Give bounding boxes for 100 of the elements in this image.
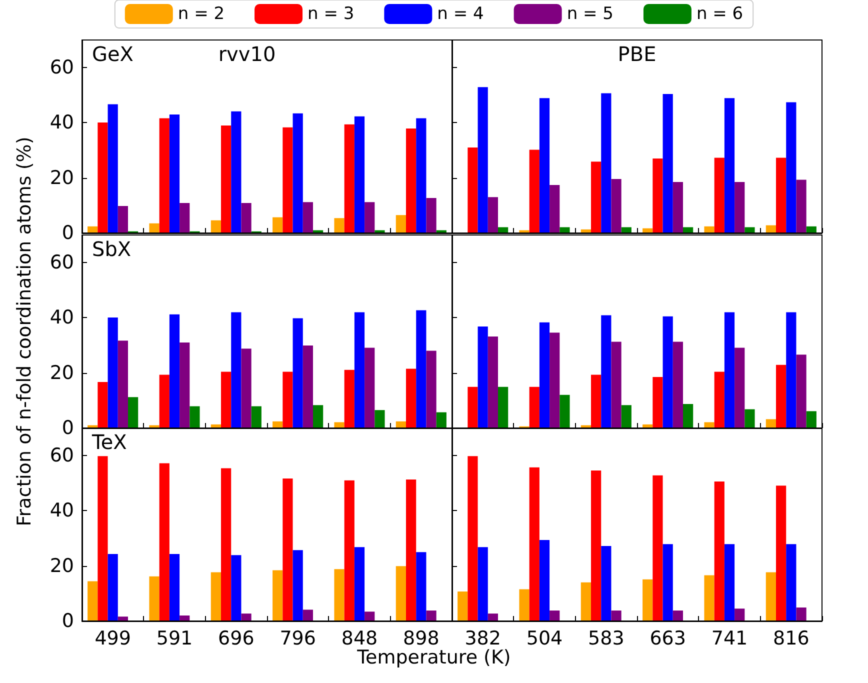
x-tick-label: 499 <box>94 628 131 650</box>
bar <box>108 104 118 233</box>
bar <box>159 118 170 233</box>
x-axis-title: Temperature (K) <box>356 646 511 668</box>
annotation: GeX <box>92 42 134 66</box>
bar <box>734 608 745 621</box>
bar <box>611 610 622 621</box>
bar <box>724 544 735 621</box>
bar <box>714 158 724 233</box>
bar <box>744 409 755 428</box>
bar <box>662 94 673 233</box>
bar <box>766 572 776 621</box>
bar <box>128 397 138 428</box>
bar <box>796 607 806 621</box>
bar <box>611 178 622 233</box>
bar <box>488 197 498 233</box>
x-tick-label: 898 <box>403 628 440 650</box>
y-tick-label: 60 <box>50 56 74 79</box>
bar <box>560 227 570 233</box>
bar <box>231 312 242 428</box>
bar <box>652 376 663 428</box>
bar <box>426 198 436 233</box>
bar <box>796 180 806 233</box>
bar <box>468 456 478 621</box>
bar <box>364 202 375 233</box>
bar <box>180 202 190 233</box>
bar <box>241 614 252 621</box>
y-tick-label: 60 <box>50 444 74 467</box>
bar <box>282 478 293 621</box>
bar <box>416 118 426 233</box>
bar <box>426 350 436 428</box>
bar <box>786 544 796 621</box>
x-tick-label: 696 <box>218 628 254 650</box>
bar <box>550 185 560 233</box>
bar <box>272 421 283 428</box>
x-tick-label: 663 <box>650 628 686 650</box>
bar <box>292 113 303 233</box>
bar <box>478 87 488 233</box>
bar <box>272 217 283 233</box>
legend-label: n = 5 <box>566 4 614 24</box>
bar <box>88 581 98 621</box>
bar <box>529 467 540 621</box>
bar <box>334 569 344 621</box>
bar <box>272 570 283 621</box>
bar <box>396 566 406 621</box>
bar <box>149 425 160 428</box>
bar <box>498 227 508 233</box>
bar <box>468 148 478 233</box>
bar <box>621 405 632 428</box>
bar <box>180 615 190 621</box>
bar <box>334 422 344 428</box>
bar <box>766 419 776 428</box>
bar <box>406 368 416 428</box>
bar <box>292 318 303 428</box>
bar <box>292 550 303 621</box>
bar <box>652 158 663 233</box>
bar <box>672 610 684 621</box>
bar <box>734 182 745 233</box>
bar <box>744 227 755 233</box>
bar <box>478 326 488 428</box>
y-axis-title: Fraction of n-fold coordination atoms (%) <box>14 136 36 526</box>
bar <box>519 589 530 621</box>
bar <box>406 128 416 233</box>
y-tick-label: 40 <box>50 500 74 522</box>
x-tick-label: 583 <box>588 628 624 650</box>
bar <box>364 612 375 621</box>
bar <box>374 230 385 233</box>
bar <box>220 372 232 428</box>
bar <box>344 124 354 233</box>
legend-label: n = 3 <box>308 4 354 24</box>
bar <box>776 158 786 233</box>
bar <box>251 406 262 428</box>
bar <box>364 348 375 428</box>
bar <box>724 98 735 233</box>
bar <box>241 348 252 428</box>
bar <box>550 332 560 428</box>
bar <box>786 102 796 233</box>
bar <box>672 182 684 233</box>
bar <box>416 310 426 428</box>
annotation: rvv10 <box>218 42 276 66</box>
x-tick-label: 741 <box>711 628 748 650</box>
y-tick-label: 40 <box>50 306 74 329</box>
legend-label: n = 6 <box>696 4 744 24</box>
bar <box>488 614 498 621</box>
bar <box>458 592 468 621</box>
y-tick-label: 0 <box>62 222 74 244</box>
bar <box>396 215 406 233</box>
bar <box>550 610 560 621</box>
bar <box>354 116 365 233</box>
bar <box>539 98 550 233</box>
bar <box>302 346 314 428</box>
bar <box>776 364 786 428</box>
bar <box>313 405 324 428</box>
bar <box>374 410 385 428</box>
bar <box>478 547 488 621</box>
x-tick-label: 816 <box>773 628 810 650</box>
bar <box>560 394 570 428</box>
bar <box>806 226 816 233</box>
annotation: PBE <box>618 42 656 66</box>
bar <box>426 610 436 621</box>
